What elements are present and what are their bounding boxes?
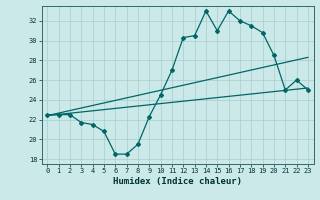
X-axis label: Humidex (Indice chaleur): Humidex (Indice chaleur) <box>113 177 242 186</box>
